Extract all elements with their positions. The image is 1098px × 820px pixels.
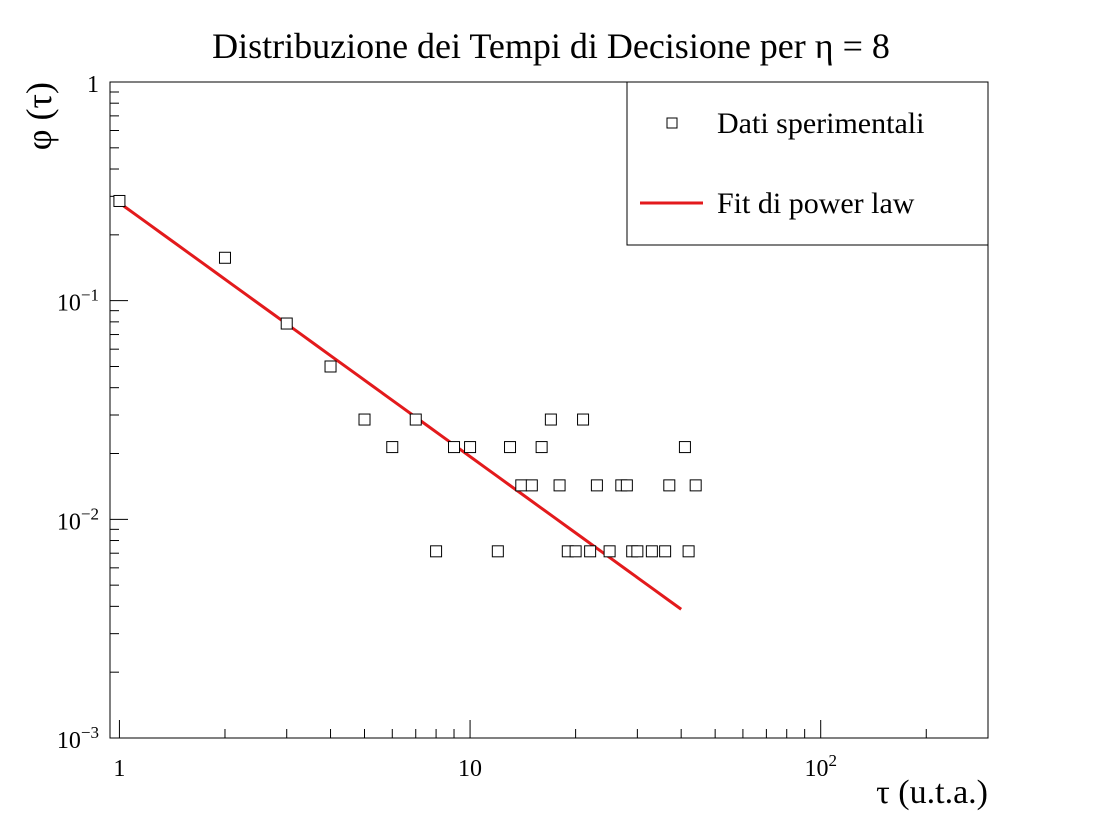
data-point <box>645 545 658 558</box>
data-point <box>535 441 548 454</box>
fit-layer <box>118 201 683 611</box>
fit-line <box>118 201 683 611</box>
x-axis-label: τ (u.t.a.) <box>876 774 988 811</box>
data-point <box>553 479 566 492</box>
data-point <box>659 545 672 558</box>
data-point <box>525 479 538 492</box>
data-point <box>678 441 691 454</box>
legend-marker-square <box>666 117 678 129</box>
data-point <box>324 360 337 373</box>
data-point <box>689 479 702 492</box>
data-point <box>620 479 633 492</box>
data-point <box>448 441 461 454</box>
data-point <box>631 545 644 558</box>
legend-label-data: Dati sperimentali <box>717 107 924 140</box>
data-point <box>584 545 597 558</box>
legend-label-fit: Fit di power law <box>717 187 915 220</box>
data-point <box>358 413 371 426</box>
data-point <box>577 413 590 426</box>
chart-title: Distribuzione dei Tempi di Decisione per… <box>212 26 890 66</box>
axis-ticks <box>110 81 989 739</box>
x-tick-label: 10 <box>458 756 482 782</box>
y-tick-label: 1 <box>87 72 99 98</box>
y-tick-label: 10−1 <box>57 286 99 317</box>
data-point <box>603 545 616 558</box>
data-point <box>280 317 293 330</box>
data-points <box>113 194 702 558</box>
data-point <box>464 441 477 454</box>
data-point <box>218 251 231 264</box>
y-tick-label: 10−3 <box>57 723 99 754</box>
legend-box <box>626 81 989 246</box>
tick-labels: 1 10 102 10−3 10−2 10−1 1 <box>57 72 837 782</box>
data-point <box>113 194 126 207</box>
plot-frame <box>109 81 989 739</box>
data-point <box>515 479 528 492</box>
data-point <box>409 413 422 426</box>
data-point <box>682 545 695 558</box>
data-point <box>386 441 399 454</box>
x-tick-label: 1 <box>113 756 125 782</box>
data-point <box>544 413 557 426</box>
y-tick-label: 10−2 <box>57 504 99 535</box>
x-tick-label: 102 <box>804 751 837 782</box>
legend: Dati sperimentali Fit di power law <box>626 81 989 246</box>
data-point <box>504 441 517 454</box>
data-point <box>590 479 603 492</box>
data-point <box>430 545 443 558</box>
data-point <box>663 479 676 492</box>
data-point <box>569 545 582 558</box>
y-axis-label: φ (τ) <box>19 82 59 150</box>
data-point <box>491 545 504 558</box>
